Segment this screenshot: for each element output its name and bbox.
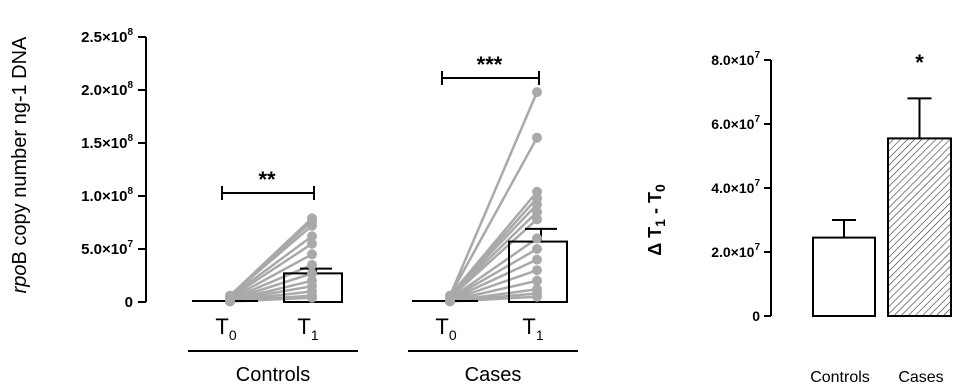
right-bars: Controls * Cases [810,50,951,386]
right-y-tick-label-exponent: 7 [754,242,760,253]
left-y-tick-label-exponent: 8 [127,133,133,144]
right-y-tick-label: 0 [752,308,760,324]
right-y-tick-label-mantissa: 6.0×10 [711,116,754,132]
left-y-label-rest: B copy number ng-1 DNA [9,36,31,265]
right-y-tick-label-exponent: 7 [754,50,760,61]
bar-controls [813,238,875,316]
time-label: T0 [215,314,236,343]
time-label: T1 [297,314,318,343]
right-y-tick-label-mantissa: 0 [752,308,760,324]
right-y-axis-label: ΔT1 - T0 [645,184,668,256]
left-y-tick-label-mantissa: 0 [125,294,133,311]
right-y-label-mid: - T [645,192,665,219]
right-y-tick-label-mantissa: 4.0×10 [711,180,754,196]
left-y-tick-label-mantissa: 2.0×10 [81,82,127,99]
right-y-label-delta: Δ [645,243,665,256]
t1-point [532,244,542,254]
left-y-tick-label-mantissa: 2.5×10 [81,29,127,46]
left-y-tick-label: 0 [125,294,133,311]
time-label-sub: 1 [536,327,544,343]
category-label: Cases [898,369,943,386]
t1-point [532,233,542,243]
t0-point [225,291,235,301]
left-y-tick-label-exponent: 8 [127,186,133,197]
right-y-tick-label: 2.0×107 [711,242,760,260]
t1-point [532,276,542,286]
left-y-tick-label-exponent: 8 [127,27,133,38]
left-y-tick-label-mantissa: 5.0×10 [81,241,127,258]
significance-label: ** [258,167,276,192]
time-label-sub: 1 [311,327,319,343]
time-label-letter: T [522,314,535,339]
right-y-tick-label: 8.0×107 [711,50,760,68]
t1-point [307,260,317,270]
significance-label: *** [477,52,503,77]
category-label: Controls [810,369,870,386]
right-y-tick-label: 4.0×107 [711,178,760,196]
group-name: Cases [465,364,522,386]
t1-point [307,249,317,259]
time-label-sub: 0 [449,327,457,343]
time-label-letter: T [435,314,448,339]
time-label: T1 [522,314,543,343]
t1-point [532,87,542,97]
time-label-letter: T [215,314,228,339]
left-y-tick-label-exponent: 7 [127,239,133,250]
left-y-tick-label: 2.0×108 [81,80,133,99]
t1-point [532,265,542,275]
bar-cases [888,138,951,316]
right-y-tick-label: 6.0×107 [711,114,760,132]
right-y-tick-label-mantissa: 8.0×10 [711,52,754,68]
time-label: T0 [435,314,456,343]
left-y-axis-label: rpoB copy number ng-1 DNA [9,36,31,293]
left-y-tick-label: 2.5×108 [81,27,133,46]
time-label-sub: 0 [229,327,237,343]
left-y-tick-label-exponent: 8 [127,80,133,91]
left-y-tick-label-mantissa: 1.0×10 [81,188,127,205]
left-y-label-italic: rpo [9,264,31,293]
right-y-tick-label-exponent: 7 [754,114,760,125]
t1-point [532,133,542,143]
group-name: Controls [236,364,310,386]
right-y-label-t: T [645,227,665,238]
left-y-tick-label: 5.0×107 [81,239,133,258]
left-y-tick-label-mantissa: 1.5×10 [81,135,127,152]
left-chart: rpoB copy number ng-1 DNA 0 5.0×107 1.0×10… [9,27,578,386]
significance-label: * [915,50,924,75]
t1-point [532,255,542,265]
right-y-tick-label-mantissa: 2.0×10 [711,244,754,260]
right-y-label-sub1: 1 [652,219,668,227]
left-y-tick-label: 1.0×108 [81,186,133,205]
t0-point [445,291,455,301]
t1-point [307,213,317,223]
t1-point [532,187,542,197]
t1-point [307,231,317,241]
right-y-label-sub0: 0 [652,184,668,192]
time-label-letter: T [297,314,310,339]
right-y-tick-label-exponent: 7 [754,178,760,189]
left-y-tick-label: 1.5×108 [81,133,133,152]
